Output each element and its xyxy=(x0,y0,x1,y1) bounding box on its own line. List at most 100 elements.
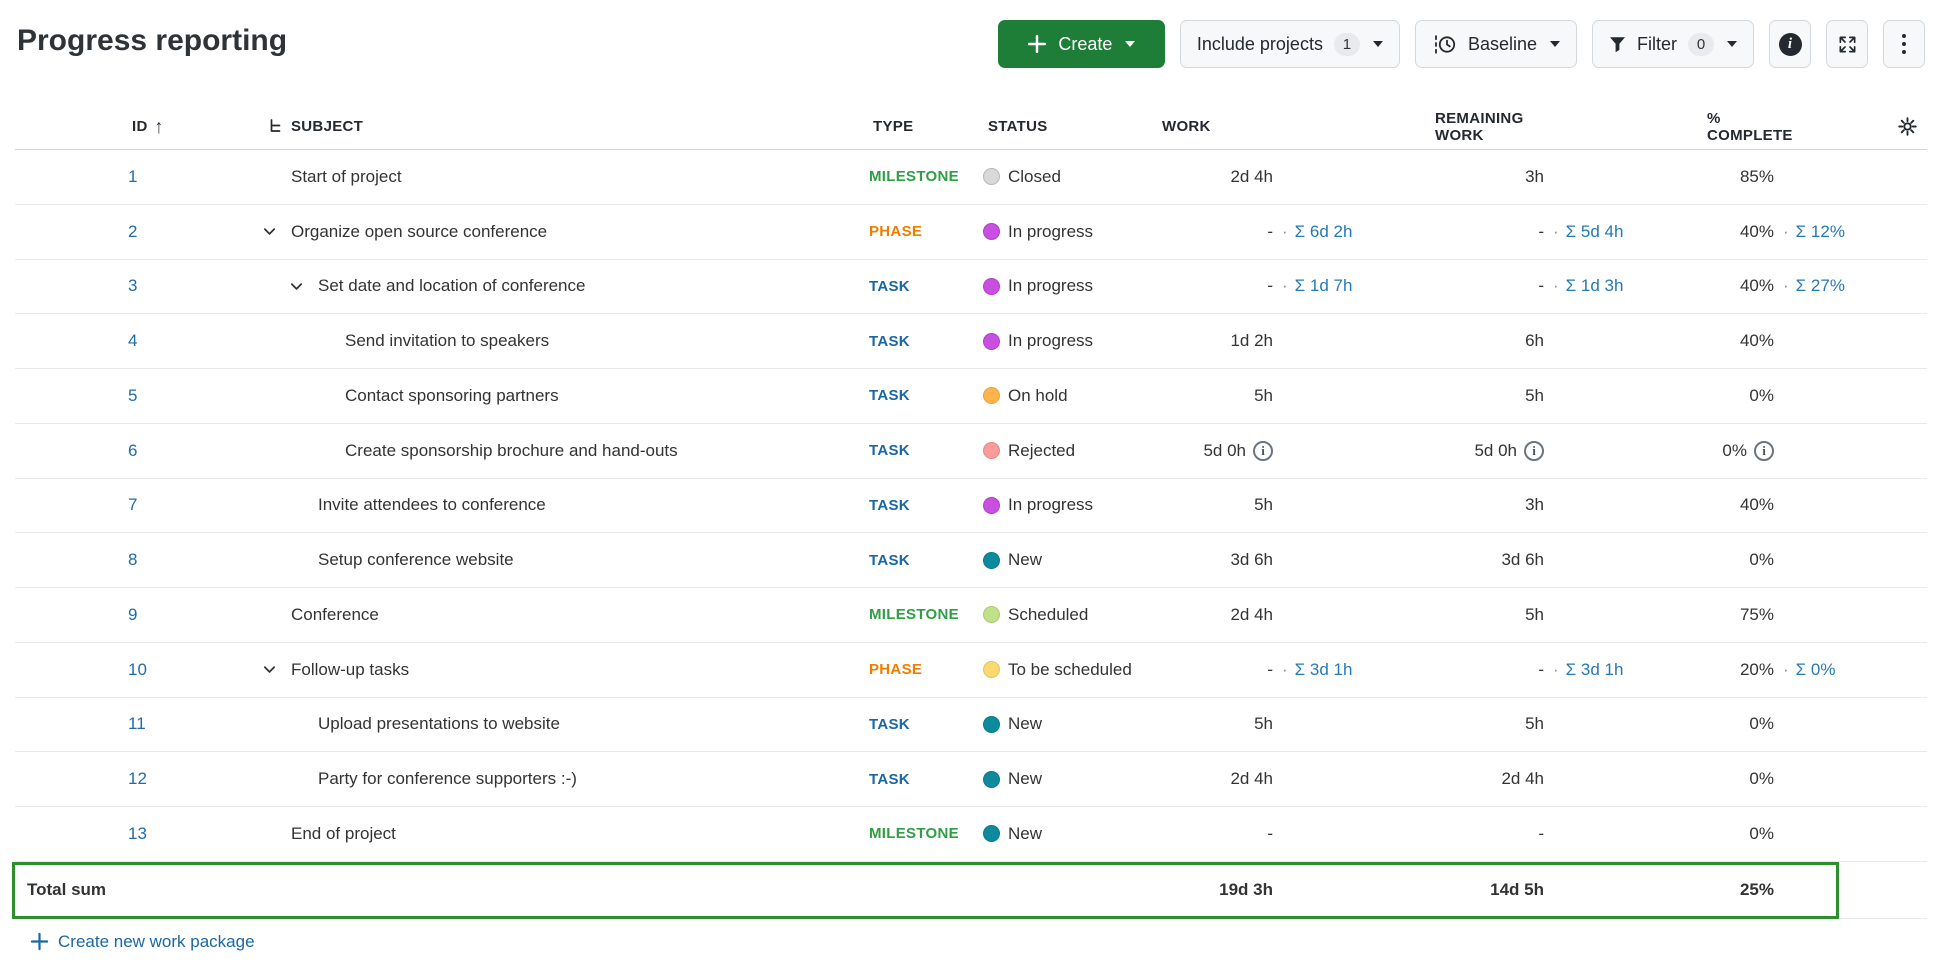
info-button[interactable]: i xyxy=(1769,20,1811,68)
wp-subject[interactable]: End of project xyxy=(291,823,396,843)
wp-type-label[interactable]: TASK xyxy=(869,387,910,405)
include-projects-button[interactable]: Include projects 1 xyxy=(1179,20,1400,68)
wp-work-cell[interactable]: 5d 0h i xyxy=(1160,424,1305,478)
column-header-subject[interactable]: SUBJECT xyxy=(230,118,862,135)
wp-subject[interactable]: Start of project xyxy=(291,166,402,186)
wp-status[interactable]: In progress xyxy=(975,205,1160,259)
sum-link[interactable]: Σ 5d 4h xyxy=(1565,221,1624,241)
wp-work-cell[interactable]: - · Σ 3d 1h xyxy=(1267,659,1353,679)
wp-percent-complete-cell[interactable]: 0% xyxy=(1749,714,1774,734)
column-header-id[interactable]: ID ↑ xyxy=(132,115,164,138)
wp-id-link[interactable]: 5 xyxy=(128,385,138,405)
create-work-package-link[interactable]: Create new work package xyxy=(30,932,255,952)
wp-type-label[interactable]: MILESTONE xyxy=(869,168,959,186)
wp-subject[interactable]: Contact sponsoring partners xyxy=(345,385,559,405)
wp-percent-complete-cell[interactable]: 75% xyxy=(1739,604,1774,624)
baseline-button[interactable]: Baseline xyxy=(1414,20,1577,68)
wp-work-cell[interactable]: 2d 4h xyxy=(1230,604,1273,624)
wp-status[interactable]: Closed xyxy=(975,150,1160,204)
wp-work-cell[interactable]: 5h xyxy=(1254,495,1273,515)
wp-work-cell[interactable]: 1d 2h xyxy=(1230,331,1273,351)
wp-status[interactable]: New xyxy=(975,698,1160,752)
sum-link[interactable]: Σ 3d 1h xyxy=(1294,659,1353,679)
table-row[interactable]: 9 Conference MILESTONE Scheduled 2d 4h 5h 75% xyxy=(15,588,1927,643)
info-icon[interactable]: i xyxy=(1524,440,1544,461)
wp-percent-complete-cell[interactable]: 40% · Σ 12% xyxy=(1739,221,1845,241)
wp-type-label[interactable]: TASK xyxy=(869,715,910,733)
wp-status[interactable]: In progress xyxy=(975,479,1160,533)
wp-subject[interactable]: Setup conference website xyxy=(318,550,514,570)
table-row[interactable]: 3 Set date and location of conference TASK… xyxy=(15,260,1927,315)
wp-work-cell[interactable]: - · Σ 1d 7h xyxy=(1267,276,1353,296)
wp-percent-complete-cell[interactable]: 0% xyxy=(1749,385,1774,405)
table-row[interactable]: 11 Upload presentations to website TASK New… xyxy=(15,698,1927,753)
wp-type-label[interactable]: TASK xyxy=(869,551,910,569)
wp-subject[interactable]: Follow-up tasks xyxy=(291,659,410,679)
wp-subject[interactable]: Organize open source conference xyxy=(291,221,548,241)
wp-id-link[interactable]: 10 xyxy=(128,659,147,679)
table-row[interactable]: 4 Send invitation to speakers TASK In progr… xyxy=(15,314,1927,369)
wp-status[interactable]: To be scheduled xyxy=(975,643,1160,697)
column-header-status[interactable]: STATUS xyxy=(988,118,1048,135)
table-row[interactable]: 7 Invite attendees to conference TASK In pr… xyxy=(15,479,1927,534)
wp-type-label[interactable]: TASK xyxy=(869,442,910,460)
wp-id-link[interactable]: 6 xyxy=(128,440,138,460)
wp-id-link[interactable]: 12 xyxy=(128,769,147,789)
wp-status[interactable]: In progress xyxy=(975,260,1160,314)
table-row[interactable]: 6 Create sponsorship brochure and hand-ou… xyxy=(15,424,1927,479)
wp-subject[interactable]: Set date and location of conference xyxy=(318,276,586,296)
wp-id-link[interactable]: 2 xyxy=(128,221,138,241)
wp-remaining-work-cell[interactable]: - · Σ 1d 3h xyxy=(1538,276,1624,296)
sum-link[interactable]: Σ 0% xyxy=(1795,659,1836,679)
chevron-down-icon[interactable] xyxy=(262,662,277,677)
wp-work-cell[interactable]: 5h xyxy=(1254,385,1273,405)
column-header-percent-complete[interactable]: % COMPLETE xyxy=(1707,109,1793,144)
wp-id-link[interactable]: 8 xyxy=(128,550,138,570)
wp-remaining-work-cell[interactable]: 3h xyxy=(1525,166,1544,186)
wp-percent-complete-cell[interactable]: 85% xyxy=(1739,166,1774,186)
wp-remaining-work-cell[interactable]: - · Σ 3d 1h xyxy=(1538,659,1624,679)
more-menu-button[interactable] xyxy=(1883,20,1925,68)
info-icon[interactable]: i xyxy=(1253,440,1273,461)
wp-work-cell[interactable]: 2d 4h xyxy=(1230,166,1273,186)
wp-status[interactable]: New xyxy=(975,533,1160,587)
sum-link[interactable]: Σ 1d 3h xyxy=(1565,276,1624,296)
wp-type-label[interactable]: MILESTONE xyxy=(869,606,959,624)
wp-id-link[interactable]: 9 xyxy=(128,604,138,624)
wp-subject[interactable]: Upload presentations to website xyxy=(318,714,560,734)
hierarchy-icon[interactable] xyxy=(268,118,284,135)
wp-percent-complete-cell[interactable]: 40% xyxy=(1739,331,1774,351)
sum-link[interactable]: Σ 3d 1h xyxy=(1565,659,1624,679)
table-row[interactable]: 8 Setup conference website TASK New 3d 6h 3d … xyxy=(15,533,1927,588)
wp-type-label[interactable]: PHASE xyxy=(869,223,923,241)
sum-link[interactable]: Σ 6d 2h xyxy=(1294,221,1353,241)
table-row[interactable]: 13 End of project MILESTONE New - - 0% xyxy=(15,807,1927,862)
wp-remaining-work-cell[interactable]: 5h xyxy=(1525,604,1544,624)
wp-type-label[interactable]: TASK xyxy=(869,277,910,295)
column-header-type[interactable]: TYPE xyxy=(873,118,914,135)
wp-work-cell[interactable]: 5h xyxy=(1254,714,1273,734)
wp-type-label[interactable]: PHASE xyxy=(869,661,923,679)
wp-percent-complete-cell[interactable]: 20% · Σ 0% xyxy=(1739,659,1836,679)
wp-percent-complete-cell[interactable]: 40% xyxy=(1739,495,1774,515)
wp-work-cell[interactable]: 2d 4h xyxy=(1230,769,1273,789)
wp-status[interactable]: Rejected xyxy=(975,424,1160,478)
wp-subject[interactable]: Invite attendees to conference xyxy=(318,495,546,515)
create-button[interactable]: Create xyxy=(997,20,1165,68)
sum-link[interactable]: Σ 1d 7h xyxy=(1294,276,1353,296)
wp-id-link[interactable]: 7 xyxy=(128,495,138,515)
fullscreen-button[interactable] xyxy=(1826,20,1868,68)
wp-type-label[interactable]: TASK xyxy=(869,496,910,514)
wp-remaining-work-cell[interactable]: 5h xyxy=(1525,385,1544,405)
wp-percent-complete-cell[interactable]: 0% xyxy=(1749,823,1774,843)
wp-remaining-work-cell[interactable]: 5d 0h i xyxy=(1305,424,1575,478)
wp-status[interactable]: New xyxy=(975,807,1160,861)
chevron-down-icon[interactable] xyxy=(289,279,304,294)
wp-remaining-work-cell[interactable]: 3d 6h xyxy=(1501,550,1544,570)
table-row[interactable]: 1 Start of project MILESTONE Closed 2d 4h 3h 8… xyxy=(15,150,1927,205)
column-header-work[interactable]: WORK xyxy=(1162,118,1211,135)
wp-type-label[interactable]: MILESTONE xyxy=(869,825,959,843)
chevron-down-icon[interactable] xyxy=(262,224,277,239)
wp-percent-complete-cell[interactable]: 0% i xyxy=(1575,424,1805,478)
wp-status[interactable]: In progress xyxy=(975,314,1160,368)
